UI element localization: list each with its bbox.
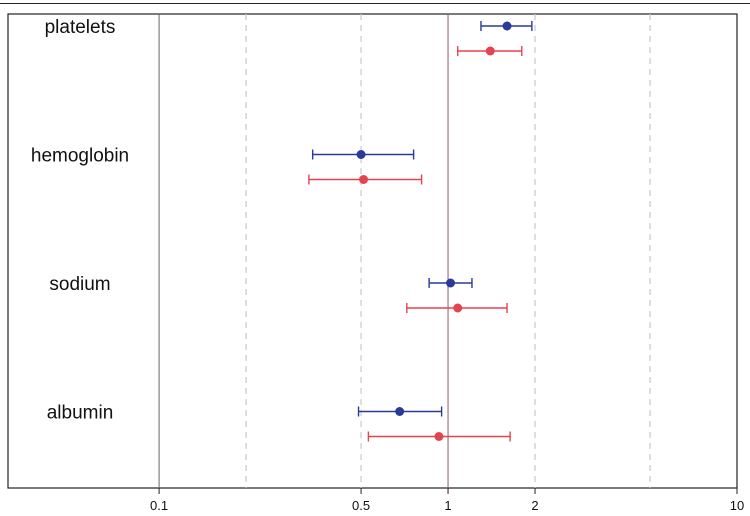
x-tick-label: 0.1 [150,498,168,513]
point-estimate [446,278,456,288]
point-estimate [395,407,405,416]
estimate-albumin-series-a [357,406,443,417]
point-estimate [356,150,366,159]
estimate-marks [308,21,533,442]
vertical-guides [158,14,651,488]
point-estimate [359,175,369,184]
estimate-platelets-series-b [457,46,523,56]
estimate-sodium-series-b [406,303,508,313]
estimate-albumin-series-b [367,431,511,442]
estimate-hemoglobin-series-b [308,174,423,185]
category-label-platelets: platelets [45,17,116,38]
point-estimate [502,21,512,31]
category-label-sodium: sodium [49,274,110,295]
point-estimate [434,432,444,441]
plot-frame [7,13,738,489]
point-estimate [485,46,495,56]
x-tick-label: 10 [730,498,744,513]
x-tick-label: 0.5 [352,498,370,513]
x-tick-label: 2 [531,498,538,513]
category-label-hemoglobin: hemoglobin [31,146,129,167]
estimate-sodium-series-a [428,278,473,288]
category-label-albumin: albumin [47,403,114,424]
estimate-platelets-series-a [480,21,533,31]
point-estimate [453,303,463,313]
estimate-hemoglobin-series-a [311,149,415,160]
x-axis: 0.1 0.5 1 2 10 [150,488,744,513]
x-tick-label: 1 [444,498,451,513]
category-labels: platelets hemoglobin sodium albumin [31,17,129,424]
